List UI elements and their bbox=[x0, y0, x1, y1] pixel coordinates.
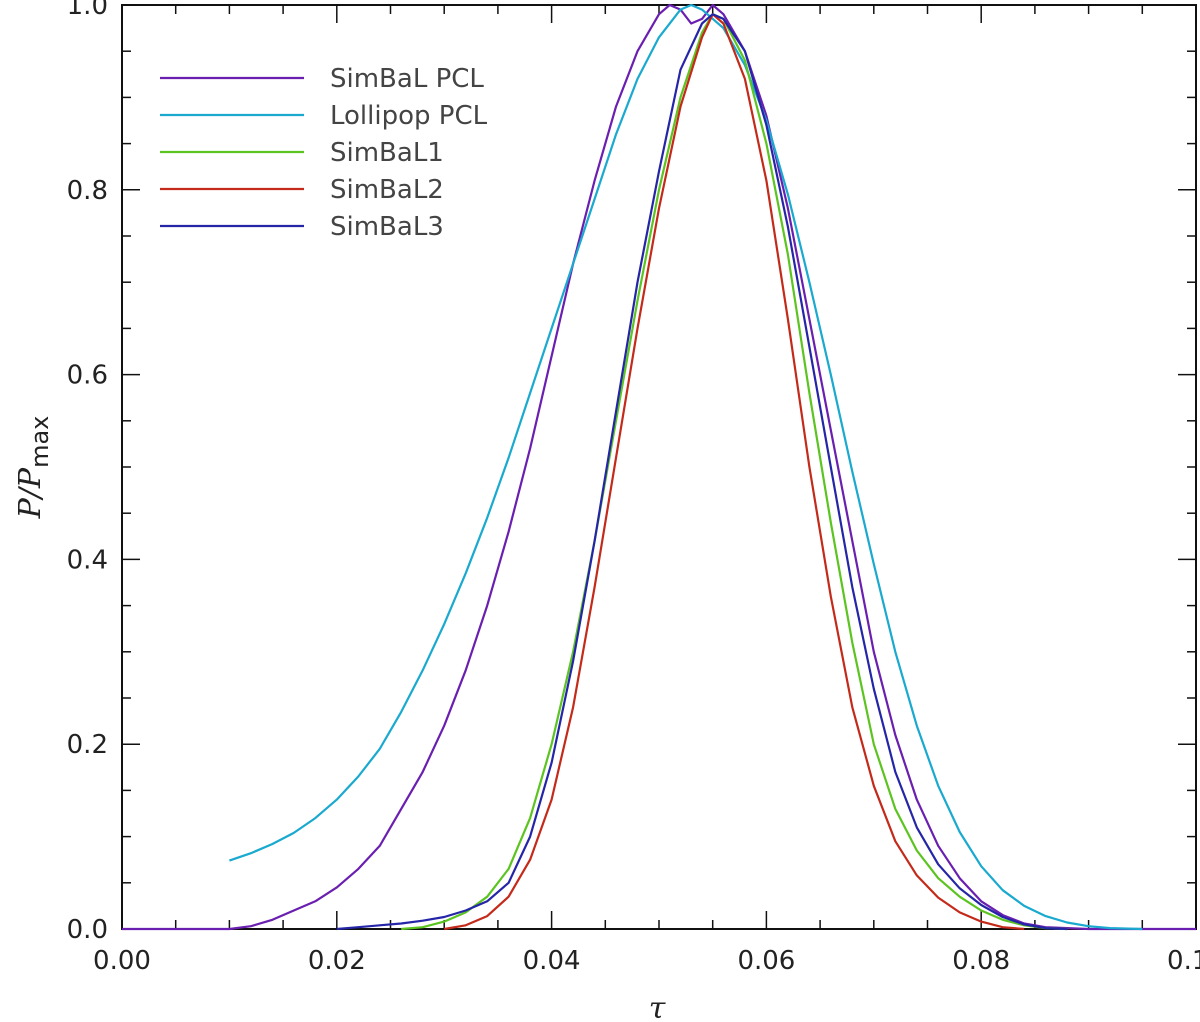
x-tick-label: 0.08 bbox=[952, 946, 1010, 976]
x-tick-label: 0.00 bbox=[93, 946, 151, 976]
plot-frame bbox=[121, 4, 1197, 930]
series-line-1 bbox=[122, 3, 1196, 931]
x-axis-title: τ bbox=[649, 991, 666, 1022]
legend-label: Lollipop PCL bbox=[330, 101, 488, 131]
legend-label: SimBaL3 bbox=[330, 212, 444, 242]
series-line-3 bbox=[401, 13, 1068, 931]
y-axis-title: P/Pmax bbox=[13, 416, 54, 520]
x-tick-label: 0.06 bbox=[737, 946, 795, 976]
legend-label: SimBaL1 bbox=[330, 138, 444, 168]
legend: SimBaL PCL Lollipop PCL SimBaL1 SimBaL2 SimB… bbox=[160, 64, 488, 242]
y-tick-label: 0.4 bbox=[67, 545, 108, 575]
x-tick-label: 0.02 bbox=[308, 946, 366, 976]
legend-label: SimBaL2 bbox=[330, 175, 444, 205]
series-line-4 bbox=[444, 13, 1025, 931]
x-tick-label: 0.10 bbox=[1167, 946, 1200, 976]
y-tick-label: 0.8 bbox=[67, 176, 108, 206]
x-tick-label: 0.04 bbox=[523, 946, 581, 976]
y-tick-label: 0.0 bbox=[67, 915, 108, 945]
y-axis-title-sub: max bbox=[26, 416, 54, 468]
axis-ticks: 0.00 0.02 0.04 0.06 0.08 0.10 0.0 0.2 0.4 0.6 0.8 1… bbox=[67, 0, 1200, 976]
series-line-2 bbox=[229, 3, 1143, 931]
series-line-5 bbox=[336, 13, 1068, 931]
y-tick-label: 1.0 bbox=[67, 0, 108, 21]
series-layer bbox=[122, 3, 1196, 931]
y-tick-label: 0.6 bbox=[67, 361, 108, 391]
y-tick-label: 0.2 bbox=[67, 730, 108, 760]
y-axis-title-base: P/P bbox=[13, 467, 48, 519]
legend-label: SimBaL PCL bbox=[330, 64, 484, 94]
